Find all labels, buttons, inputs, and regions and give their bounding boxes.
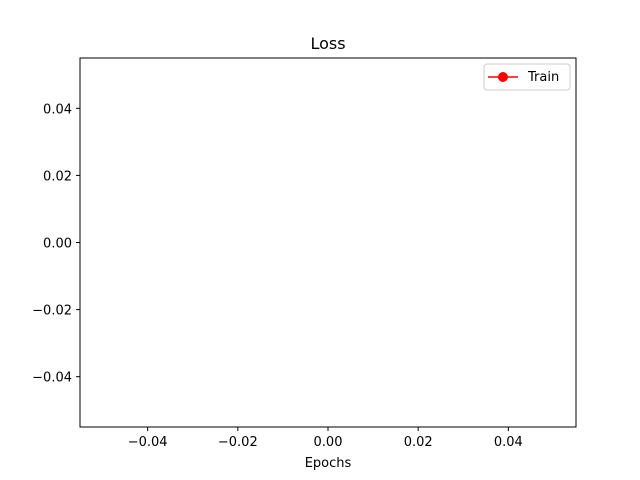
x-tick-label: −0.04 [128, 435, 168, 450]
x-axis-label: Epochs [305, 456, 352, 471]
x-tick-label: 0.02 [404, 435, 433, 450]
legend-label-train: Train [527, 70, 559, 85]
y-tick-label: −0.02 [32, 304, 72, 319]
x-axis: −0.04 −0.02 0.00 0.02 0.04 [128, 427, 523, 450]
legend-box [483, 63, 571, 91]
plot-area [80, 58, 576, 427]
x-tick-label: 0.00 [314, 435, 343, 450]
chart-title: Loss [310, 34, 345, 53]
y-tick-label: −0.04 [32, 371, 72, 386]
x-tick-label: −0.02 [218, 435, 258, 450]
x-tick-label: 0.04 [494, 435, 523, 450]
y-tick-label: 0.04 [43, 102, 72, 117]
y-axis: −0.04 −0.02 0.00 0.02 0.04 [32, 102, 80, 386]
y-tick-label: 0.00 [43, 237, 72, 252]
y-tick-label: 0.02 [43, 169, 72, 184]
legend: Train [483, 63, 571, 91]
plot-frame [79, 57, 577, 428]
legend-marker-train [498, 72, 508, 82]
